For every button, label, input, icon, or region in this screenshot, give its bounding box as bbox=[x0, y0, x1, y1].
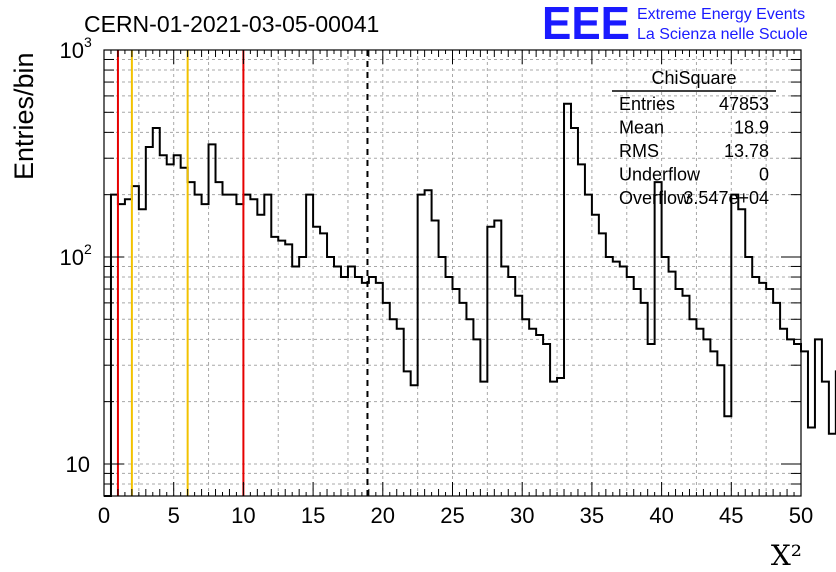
axis-ticks bbox=[103, 49, 802, 497]
x-tick-label: 45 bbox=[719, 503, 743, 528]
marker-lines bbox=[116, 50, 369, 496]
x-tick-label: 40 bbox=[649, 503, 673, 528]
stats-name: ChiSquare bbox=[651, 68, 736, 88]
stats-label: Mean bbox=[619, 118, 664, 138]
logo-mark: EEE bbox=[542, 0, 630, 49]
y-tick-label: 10 bbox=[66, 452, 90, 477]
grid bbox=[104, 50, 801, 496]
y-tick-label: 10 bbox=[60, 245, 84, 270]
x-tick-label: 25 bbox=[440, 503, 464, 528]
logo-line1: Extreme Energy Events bbox=[637, 6, 805, 23]
stats-rows: Entries 47853 Mean 18.9 RMS 13.78 Underflow 0 Ov… bbox=[619, 94, 769, 208]
x-tick-label: 20 bbox=[371, 503, 395, 528]
stats-label: RMS bbox=[619, 141, 659, 161]
stats-label: Underflow bbox=[619, 165, 701, 185]
y-tick-exponent: 3 bbox=[84, 34, 92, 50]
stats-label: Overflow bbox=[619, 188, 691, 208]
y-tick-exponent: 2 bbox=[84, 241, 92, 257]
x-tick-label: 30 bbox=[510, 503, 534, 528]
stats-label: Entries bbox=[619, 94, 675, 114]
x-axis-label: X² bbox=[771, 539, 802, 572]
x-tick-labels: 0 5 10 15 20 25 30 35 40 45 50 bbox=[98, 503, 813, 528]
x-tick-label: 0 bbox=[98, 503, 110, 528]
x-tick-label: 10 bbox=[231, 503, 255, 528]
x-tick-label: 15 bbox=[301, 503, 325, 528]
stats-value: 18.9 bbox=[734, 118, 769, 138]
stats-value: 13.78 bbox=[724, 141, 769, 161]
logo-line2: La Scienza nelle Scuole bbox=[637, 26, 808, 43]
eee-logo: EEE Extreme Energy Events La Scienza nel… bbox=[542, 0, 808, 49]
x-tick-label: 35 bbox=[580, 503, 604, 528]
chart-title: CERN-01-2021-03-05-00041 bbox=[84, 11, 379, 37]
histogram-line bbox=[104, 102, 836, 497]
x-tick-label: 5 bbox=[168, 503, 180, 528]
y-tick-label: 10 bbox=[60, 38, 84, 63]
x-tick-label: 50 bbox=[789, 503, 813, 528]
stats-value: 47853 bbox=[719, 94, 769, 114]
stats-value: 3.547e+04 bbox=[683, 188, 769, 208]
stats-box: ChiSquare Entries 47853 Mean 18.9 RMS 13.78 Un… bbox=[612, 68, 776, 208]
y-axis-label: Entries/bin bbox=[9, 52, 39, 180]
stats-value: 0 bbox=[759, 165, 769, 185]
